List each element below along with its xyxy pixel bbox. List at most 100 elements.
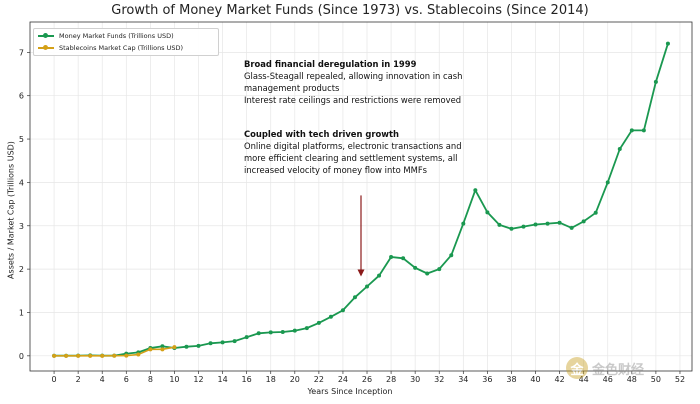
data-point-money-market-funds [629, 128, 634, 133]
data-point-stablecoins [136, 352, 141, 357]
data-point-stablecoins [172, 345, 177, 350]
legend-swatch-stablecoins [38, 45, 54, 50]
x-tick-label: 2 [76, 375, 81, 384]
data-point-money-market-funds [413, 265, 418, 270]
data-point-stablecoins [112, 353, 117, 358]
data-point-money-market-funds [377, 273, 382, 278]
data-point-money-market-funds [401, 256, 406, 261]
x-tick-label: 44 [579, 375, 589, 384]
annotation-tech-growth: Coupled with tech driven growth Online d… [244, 128, 462, 176]
data-point-stablecoins [64, 353, 69, 358]
data-point-money-market-funds [665, 41, 670, 46]
x-tick-label: 30 [410, 375, 420, 384]
legend-label-stablecoins: Stablecoins Market Cap (Trillions USD) [59, 44, 184, 52]
data-point-money-market-funds [521, 224, 526, 229]
x-tick-label: 16 [242, 375, 252, 384]
data-point-money-market-funds [449, 253, 454, 258]
y-tick-label: 5 [19, 135, 24, 144]
x-tick-label: 34 [458, 375, 468, 384]
data-point-money-market-funds [340, 308, 345, 313]
x-tick-label: 4 [100, 375, 105, 384]
data-point-money-market-funds [605, 180, 610, 185]
data-point-stablecoins [100, 353, 105, 358]
data-point-money-market-funds [485, 210, 490, 215]
data-point-money-market-funds [461, 221, 466, 226]
data-point-money-market-funds [220, 340, 225, 345]
data-point-money-market-funds [304, 326, 309, 331]
data-point-money-market-funds [593, 210, 598, 215]
watermark: 金 金色财经 [566, 357, 644, 379]
annotation-deregulation-line: Interest rate ceilings and restrictions … [244, 95, 462, 105]
data-point-money-market-funds [268, 330, 273, 335]
data-point-money-market-funds [184, 344, 189, 349]
x-tick-label: 32 [434, 375, 444, 384]
x-tick-label: 24 [338, 375, 348, 384]
x-tick-label: 42 [555, 375, 565, 384]
x-axis-ticks: 0 2 4 6 8 10 12 14 16 18 20 22 24 26 28 30 32 34 36 38 40 42 4… [52, 371, 685, 384]
y-axis-label: Assets / Market Cap (Trillions USD) [6, 141, 16, 279]
watermark-logo-icon: 金 [566, 357, 588, 379]
data-point-stablecoins [52, 353, 57, 358]
data-point-money-market-funds [280, 329, 285, 334]
annotation-deregulation-line: management products [244, 83, 340, 93]
data-point-money-market-funds [569, 225, 574, 230]
data-point-money-market-funds [316, 320, 321, 325]
x-tick-label: 12 [193, 375, 203, 384]
data-point-money-market-funds [533, 222, 538, 227]
data-point-money-market-funds [497, 222, 502, 227]
data-point-money-market-funds [208, 341, 213, 346]
annotation-arrow [357, 195, 365, 277]
x-axis-label: Years Since Inception [307, 387, 393, 396]
x-tick-label: 8 [148, 375, 153, 384]
y-tick-label: 7 [19, 48, 24, 57]
y-axis-ticks: 0 1 2 3 4 5 6 7 [19, 48, 30, 361]
y-tick-label: 6 [19, 92, 24, 101]
data-point-money-market-funds [365, 284, 370, 289]
data-point-stablecoins [76, 353, 81, 358]
x-tick-label: 48 [627, 375, 637, 384]
axes [29, 21, 693, 372]
data-point-money-market-funds [581, 219, 586, 224]
data-point-money-market-funds [425, 271, 430, 276]
x-tick-label: 40 [530, 375, 540, 384]
data-point-money-market-funds [509, 226, 514, 231]
y-tick-label: 1 [19, 308, 24, 317]
legend: Money Market Funds (Trillions USD) Stabl… [33, 28, 219, 56]
data-point-money-market-funds [545, 221, 550, 226]
data-point-money-market-funds [232, 339, 237, 344]
annotation-deregulation-heading: Broad financial deregulation in 1999 [244, 59, 417, 69]
legend-entry-money-market-funds: Money Market Funds (Trillions USD) [38, 31, 174, 41]
plot-frame [29, 21, 693, 372]
data-point-stablecoins [88, 353, 93, 358]
data-point-money-market-funds [473, 188, 478, 193]
series-line-money-market-funds [54, 43, 669, 357]
x-tick-label: 36 [482, 375, 492, 384]
x-tick-label: 6 [124, 375, 129, 384]
chart-title: Growth of Money Market Funds (Since 1973… [111, 3, 589, 18]
series-points [52, 41, 670, 358]
annotation-tech-growth-line: increased velocity of money flow into MM… [244, 165, 428, 175]
x-tick-label: 10 [169, 375, 179, 384]
annotation-tech-growth-line: more efficient clearing and settlement s… [244, 153, 458, 163]
legend-swatch-money-market-funds [38, 33, 54, 38]
x-tick-label: 28 [386, 375, 396, 384]
data-point-money-market-funds [653, 79, 658, 84]
annotation-tech-growth-heading: Coupled with tech driven growth [244, 129, 399, 139]
annotation-deregulation-line: Glass-Steagall repealed, allowing innova… [244, 71, 463, 81]
legend-label-money-market-funds: Money Market Funds (Trillions USD) [59, 32, 174, 40]
data-point-money-market-funds [617, 147, 622, 152]
annotation-tech-growth-line: Online digital platforms, electronic tra… [244, 141, 462, 151]
data-point-money-market-funds [256, 331, 261, 336]
x-tick-label: 22 [314, 375, 324, 384]
x-tick-label: 50 [651, 375, 661, 384]
data-point-money-market-funds [196, 343, 201, 348]
data-point-money-market-funds [557, 220, 562, 225]
x-tick-label: 0 [52, 375, 57, 384]
data-point-money-market-funds [641, 128, 646, 133]
y-tick-label: 4 [19, 178, 24, 187]
data-point-money-market-funds [160, 344, 165, 349]
x-tick-label: 20 [290, 375, 300, 384]
y-tick-label: 0 [19, 352, 24, 361]
data-point-money-market-funds [352, 295, 357, 300]
